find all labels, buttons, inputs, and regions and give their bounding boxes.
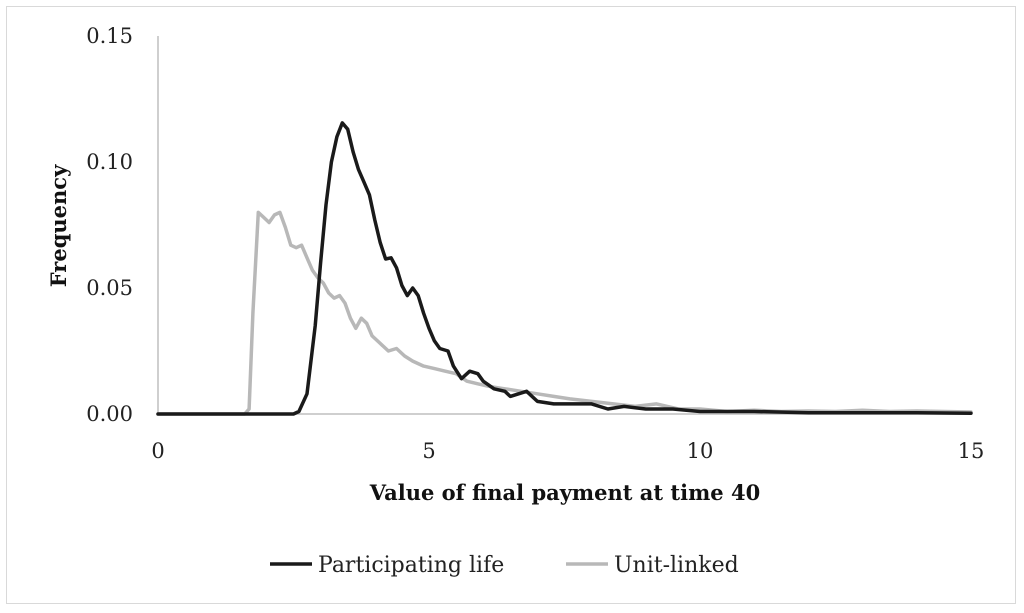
y-tick-label: 0.15: [86, 24, 133, 48]
x-tick-label: 15: [958, 439, 985, 463]
y-axis-title: Frequency: [46, 164, 71, 287]
series-layer: [156, 121, 973, 416]
y-tick-label: 0.00: [86, 402, 133, 426]
chart-frame: [6, 6, 1016, 604]
y-tick-labels: 0.00 0.05 0.10 0.15: [86, 24, 133, 426]
x-tick-label: 5: [422, 439, 435, 463]
x-axis-title: Value of final payment at time 40: [369, 480, 760, 505]
legend-label-participating-life: Participating life: [318, 553, 504, 578]
plot-area: [156, 36, 973, 416]
series-line-participating-life: [156, 121, 973, 416]
x-tick-label: 0: [151, 439, 164, 463]
y-tick-label: 0.10: [86, 150, 133, 174]
legend: Participating life Unit-linked: [270, 553, 739, 578]
series-line-unit-linked: [156, 210, 973, 416]
x-tick-labels: 0 5 10 15: [151, 439, 984, 463]
y-tick-label: 0.05: [86, 276, 133, 300]
legend-label-unit-linked: Unit-linked: [614, 553, 739, 578]
x-tick-label: 10: [687, 439, 714, 463]
